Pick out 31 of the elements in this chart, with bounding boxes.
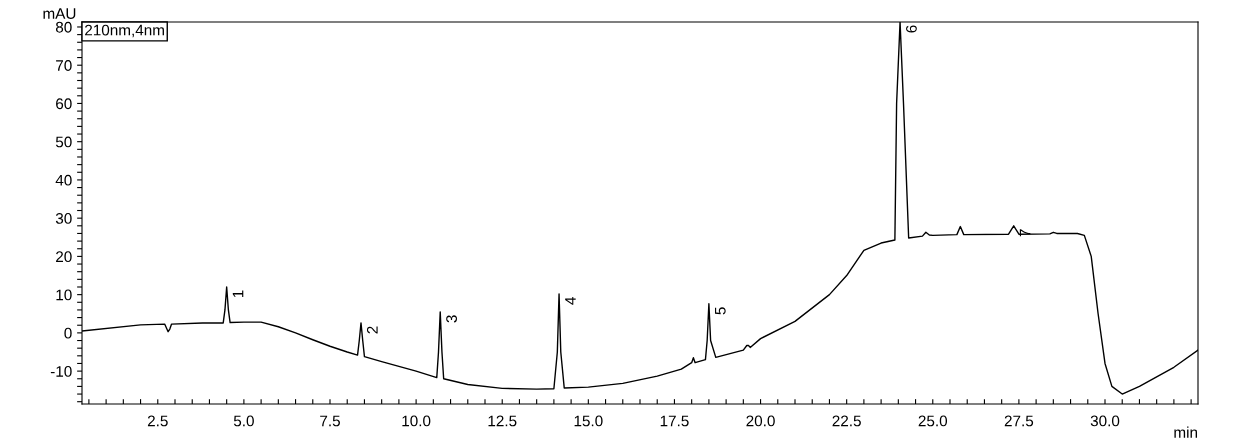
x-tick-label: 15.0 — [574, 415, 603, 427]
x-tick-label: 20.0 — [746, 415, 775, 427]
x-tick-label: 27.5 — [1004, 415, 1034, 427]
x-axis-title: min — [1174, 426, 1198, 438]
y-tick-label: 50 — [55, 136, 72, 148]
y-tick-label: 0 — [64, 327, 72, 339]
y-axis-title: mAU — [43, 8, 76, 19]
y-tick-label: 70 — [56, 60, 72, 71]
x-tick-label: 22.5 — [832, 415, 861, 427]
x-tick-label: 25.0 — [918, 415, 948, 427]
annotation: 1 — [232, 290, 244, 298]
y-tick-label: 40 — [55, 174, 72, 186]
annotation: 5 — [715, 307, 726, 315]
x-tick-label: 30.0 — [1090, 415, 1120, 427]
y-tick-label: 10 — [56, 289, 72, 301]
annotation: 2 — [366, 326, 378, 334]
text: 210nm,4nm — [85, 24, 164, 38]
annotation: 6 — [906, 25, 917, 33]
y-tick-label: 80 — [55, 21, 72, 33]
x-tick-label: 10.0 — [402, 415, 431, 427]
annotation: 4 — [565, 297, 576, 305]
x-tick-label: 2.5 — [147, 415, 168, 427]
y-tick-label: 30 — [55, 213, 72, 224]
annotation: 3 — [446, 315, 457, 323]
x-tick-label: 12.5 — [488, 415, 517, 427]
y-tick-label: 60 — [56, 98, 72, 110]
x-tick-label: 17.5 — [660, 415, 689, 427]
x-tick-label: 7.5 — [320, 415, 340, 427]
x-tick-label: 5.0 — [233, 415, 254, 427]
y-tick-label: 20 — [56, 251, 72, 263]
y-tick-label: -10 — [50, 365, 72, 377]
